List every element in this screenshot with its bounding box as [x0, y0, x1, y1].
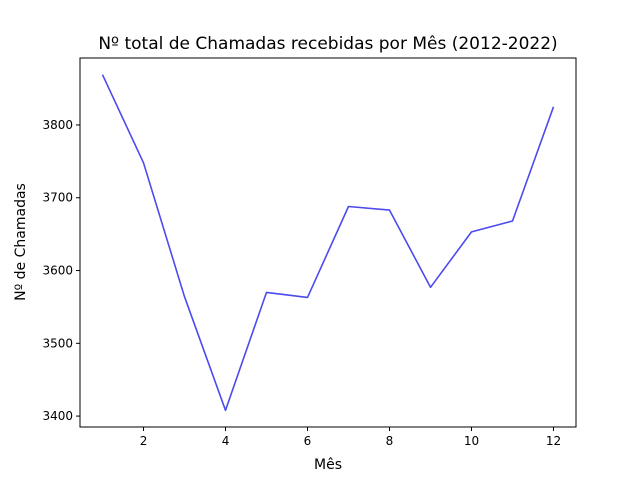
y-tick-label: 3700 — [42, 191, 73, 205]
y-tick-label: 3600 — [42, 264, 73, 278]
x-axis: 2 4 6 8 10 12 — [140, 427, 561, 448]
series-line-1 — [101, 74, 555, 412]
y-axis: 3400 3500 3600 3700 3800 — [42, 118, 80, 423]
plot-frame — [79, 57, 577, 428]
x-tick-label: 12 — [546, 434, 561, 448]
y-tick-label: 3800 — [42, 118, 73, 132]
x-tick-label: 4 — [222, 434, 230, 448]
y-tick-label: 3400 — [42, 409, 73, 423]
x-tick-label: 2 — [140, 434, 148, 448]
y-axis-label: Nº de Chamadas — [13, 183, 29, 301]
x-axis-label: Mês — [314, 457, 342, 473]
x-tick-label: 10 — [464, 434, 479, 448]
x-tick-label: 8 — [386, 434, 394, 448]
plot-area — [101, 74, 555, 412]
y-tick-label: 3500 — [42, 336, 73, 350]
x-tick-label: 6 — [304, 434, 312, 448]
chart-title: Nº total de Chamadas recebidas por Mês (… — [98, 34, 557, 54]
